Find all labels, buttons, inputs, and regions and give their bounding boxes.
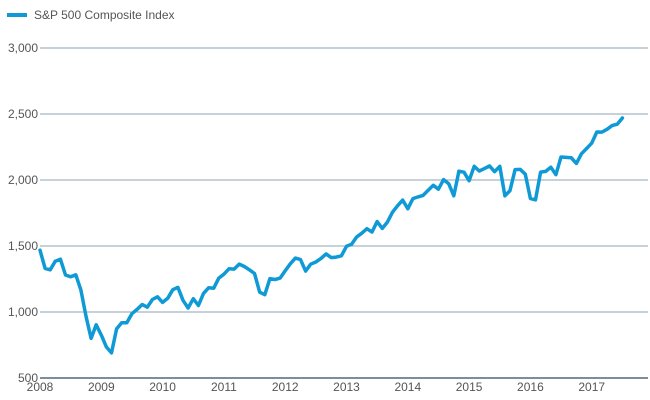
x-tick-label: 2014 — [394, 380, 421, 394]
y-tick-label: 2,000 — [8, 173, 38, 187]
x-tick-label: 2012 — [272, 380, 299, 394]
y-tick-label: 2,500 — [8, 107, 38, 121]
x-tick-label: 2017 — [578, 380, 605, 394]
y-tick-label: 500 — [18, 371, 38, 385]
x-tick-label: 2010 — [149, 380, 176, 394]
series-line-sp500 — [38, 116, 625, 355]
x-tick-label: 2016 — [517, 380, 544, 394]
x-tick-label: 2015 — [456, 380, 483, 394]
y-tick-label: 1,500 — [8, 239, 38, 253]
legend: S&P 500 Composite Index — [7, 8, 175, 22]
y-tick-label: 1,000 — [8, 305, 38, 319]
x-tick-label: 2009 — [88, 380, 115, 394]
x-tick-label: 2011 — [211, 380, 237, 394]
x-tick-label: 2013 — [333, 380, 360, 394]
x-tick-label: 2008 — [27, 380, 54, 394]
y-tick-label: 3,000 — [8, 41, 38, 55]
legend-label: S&P 500 Composite Index — [34, 8, 175, 22]
